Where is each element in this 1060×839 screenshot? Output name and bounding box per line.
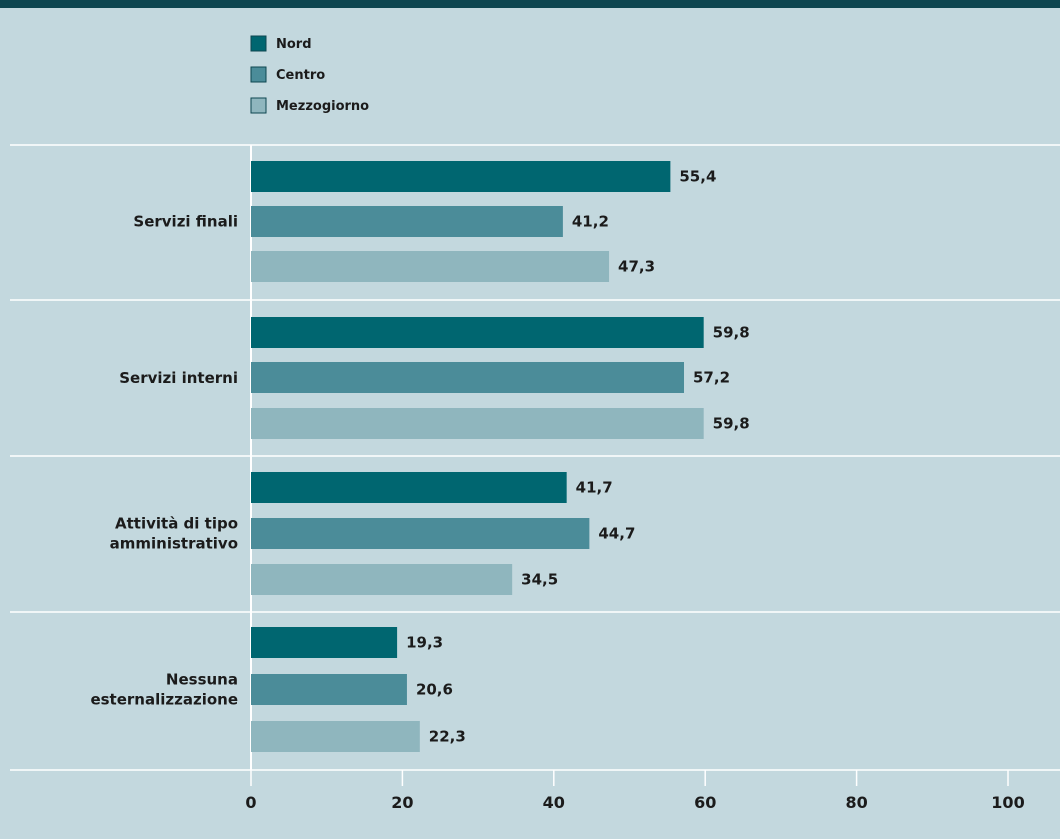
x-axis: 0 20 40 60 80 100 [245,770,1025,812]
value-label-nord-3: 19,3 [406,634,443,652]
value-label-nord-1: 59,8 [713,324,750,342]
category-label-line: Servizi interni [119,369,238,387]
bar-mezzogiorno-1 [251,408,704,439]
category-label-2: Attività di tipo amministrativo [110,515,238,553]
bars-layer [251,161,704,752]
value-label-mezzogiorno-3: 22,3 [429,728,466,746]
category-label-line: amministrativo [110,535,238,553]
legend-label-mezzogiorno: Mezzogiorno [276,99,369,114]
category-label-line: Nessuna [166,671,238,689]
x-tick-label-4: 80 [845,793,867,812]
x-tick-label-3: 60 [694,793,716,812]
value-label-nord-0: 55,4 [679,168,716,186]
category-label-3: Nessuna esternalizzazione [90,671,238,709]
labels-layer: Servizi finali Servizi interni Attività di… [90,168,749,746]
category-label-1: Servizi interni [119,369,238,387]
legend-label-centro: Centro [276,68,325,83]
value-label-centro-3: 20,6 [416,681,453,699]
bar-nord-0 [251,161,671,192]
category-label-0: Servizi finali [133,213,238,231]
x-tick-label-5: 100 [991,793,1024,812]
legend-label-nord: Nord [276,37,312,52]
value-label-centro-2: 44,7 [598,525,635,543]
bar-nord-1 [251,317,704,348]
legend-swatch-mezzogiorno [250,97,267,114]
value-label-nord-2: 41,7 [576,479,613,497]
bar-mezzogiorno-0 [251,251,610,282]
top-band [0,0,1060,8]
value-label-mezzogiorno-2: 34,5 [521,571,558,589]
legend-swatch-centro [250,66,267,83]
grid-layer [10,144,1060,771]
value-label-centro-0: 41,2 [572,213,609,231]
bar-centro-3 [251,674,407,705]
legend-swatch-nord [250,35,267,52]
bar-nord-2 [251,472,567,503]
bar-nord-3 [251,627,398,658]
value-label-mezzogiorno-1: 59,8 [713,415,750,433]
bar-centro-2 [251,518,590,549]
x-tick-label-2: 40 [543,793,565,812]
value-label-mezzogiorno-0: 47,3 [618,258,655,276]
x-tick-label-0: 0 [245,793,256,812]
category-label-line: esternalizzazione [90,691,238,709]
category-label-line: Attività di tipo [115,515,238,533]
x-tick-label-1: 20 [391,793,413,812]
category-label-line: Servizi finali [133,213,238,231]
bar-centro-0 [251,206,563,237]
bar-mezzogiorno-3 [251,721,420,752]
legend: Nord Centro Mezzogiorno [250,35,369,114]
value-label-centro-1: 57,2 [693,369,730,387]
bar-mezzogiorno-2 [251,564,513,595]
bar-centro-1 [251,362,685,393]
